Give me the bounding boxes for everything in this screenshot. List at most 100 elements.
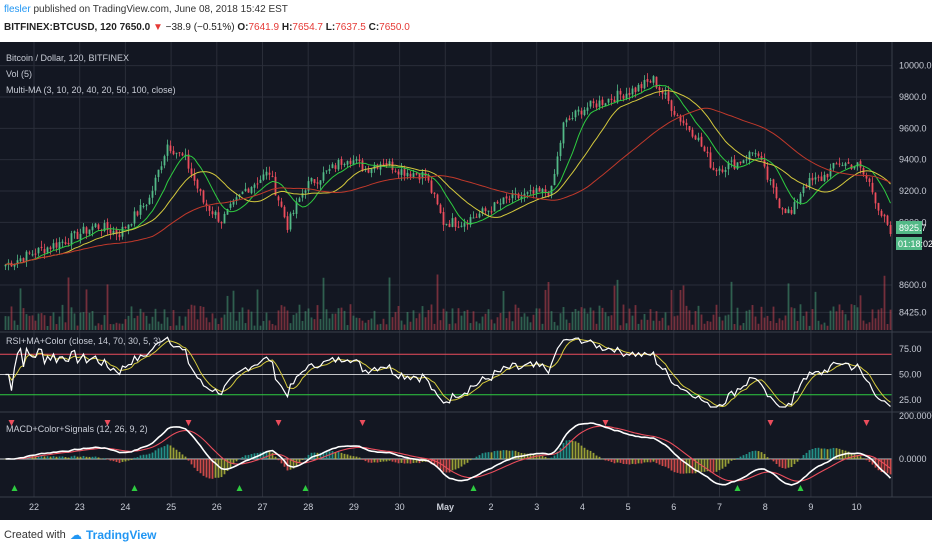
volume-bar — [316, 305, 319, 330]
volume-bar — [100, 324, 103, 330]
macd-histogram-bar — [715, 459, 718, 472]
macd-histogram-bar — [472, 458, 475, 459]
time-tick-label: 2 — [488, 502, 493, 512]
volume-bar — [7, 316, 10, 330]
macd-histogram-bar — [826, 449, 829, 459]
volume-bar — [646, 319, 649, 330]
candle-body — [301, 193, 304, 198]
macd-histogram-bar — [283, 459, 286, 467]
volume-bar — [721, 320, 724, 330]
price-tick-label: 9400.0 — [899, 155, 927, 165]
candle-body — [550, 185, 553, 196]
candle-body — [343, 163, 346, 166]
candle-body — [616, 90, 619, 103]
price-badge-text: 8925.7 — [899, 223, 927, 233]
macd-histogram-bar — [61, 456, 64, 459]
candle-body — [868, 178, 871, 182]
volume-bar — [610, 315, 613, 330]
rsi-label: RSI+MA+Color (close, 14, 70, 30, 5, 3) — [6, 336, 161, 346]
candle-body — [760, 156, 763, 161]
volume-bar — [565, 319, 568, 330]
volume-bar — [616, 279, 619, 330]
macd-histogram-bar — [349, 455, 352, 459]
volume-bar — [709, 321, 712, 330]
macd-histogram-bar — [253, 453, 256, 459]
volume-bar — [622, 304, 625, 330]
volume-bar — [547, 281, 550, 330]
macd-histogram-bar — [706, 459, 709, 472]
volume-bar — [169, 325, 172, 330]
macd-histogram-bar — [718, 459, 721, 471]
volume-bar — [505, 318, 508, 330]
macd-histogram-bar — [475, 456, 478, 459]
candle-body — [778, 198, 781, 209]
volume-bar — [217, 323, 220, 330]
volume-bar — [13, 320, 16, 330]
macd-histogram-bar — [145, 454, 148, 459]
volume-bar — [817, 320, 820, 330]
volume-bar — [178, 316, 181, 330]
macd-histogram-bar — [481, 453, 484, 459]
candle-body — [832, 162, 835, 169]
candle-body — [685, 122, 688, 126]
sell-signal-icon — [863, 420, 870, 426]
volume-bar — [451, 308, 454, 330]
chart-svg[interactable]: 10000.09800.09600.09400.09200.09000.0860… — [0, 42, 932, 520]
macd-histogram-bar — [865, 459, 868, 461]
candle-body — [766, 166, 769, 180]
macd-histogram-bar — [370, 459, 373, 463]
volume-bar — [502, 290, 505, 330]
candle-body — [178, 152, 181, 154]
macd-histogram-bar — [346, 454, 349, 459]
macd-histogram-bar — [457, 459, 460, 469]
time-tick-label: 3 — [534, 502, 539, 512]
volume-bar — [574, 309, 577, 330]
candle-body — [112, 230, 115, 234]
volume-bar — [235, 320, 238, 330]
candle-body — [682, 120, 685, 124]
macd-histogram-bar — [541, 455, 544, 459]
macd-histogram-bar — [640, 459, 643, 464]
volume-bar — [304, 311, 307, 330]
candle-body — [829, 168, 832, 177]
volume-bar — [889, 309, 892, 330]
macd-histogram-bar — [637, 459, 640, 464]
chart-area[interactable]: 10000.09800.09600.09400.09200.09000.0860… — [0, 42, 932, 520]
macd-histogram-bar — [274, 456, 277, 459]
volume-bar — [496, 317, 499, 330]
macd-histogram-bar — [547, 458, 550, 459]
candle-body — [835, 163, 838, 165]
macd-histogram-bar — [568, 440, 571, 459]
macd-histogram-bar — [667, 459, 670, 469]
candle-body — [229, 203, 232, 208]
candle-body — [730, 160, 733, 162]
time-tick-label: 10 — [852, 502, 862, 512]
macd-histogram-bar — [607, 459, 610, 462]
volume-bar — [853, 305, 856, 330]
author-link[interactable]: flesler — [4, 4, 31, 15]
macd-histogram-bar — [616, 459, 619, 463]
volume-bar — [109, 324, 112, 330]
volume-bar — [454, 323, 457, 330]
tradingview-brand[interactable]: TradingView — [86, 528, 157, 542]
candle-body — [604, 103, 607, 106]
volume-bar — [367, 319, 370, 330]
candle-body — [841, 165, 844, 167]
volume-bar — [364, 322, 367, 330]
volume-bar — [550, 311, 553, 330]
volume-bar — [643, 314, 646, 330]
volume-bar — [805, 311, 808, 330]
volume-bar — [442, 308, 445, 330]
macd-histogram-bar — [280, 459, 283, 464]
volume-bar — [205, 317, 208, 330]
candle-body — [547, 192, 550, 197]
candle-body — [814, 177, 817, 180]
volume-bar — [352, 315, 355, 330]
macd-histogram-bar — [382, 459, 385, 462]
candle-body — [508, 198, 511, 200]
sell-signal-icon — [185, 420, 192, 426]
volume-bar — [238, 312, 241, 330]
volume-bar — [820, 324, 823, 330]
macd-histogram-bar — [559, 447, 562, 459]
volume-bar — [751, 305, 754, 330]
